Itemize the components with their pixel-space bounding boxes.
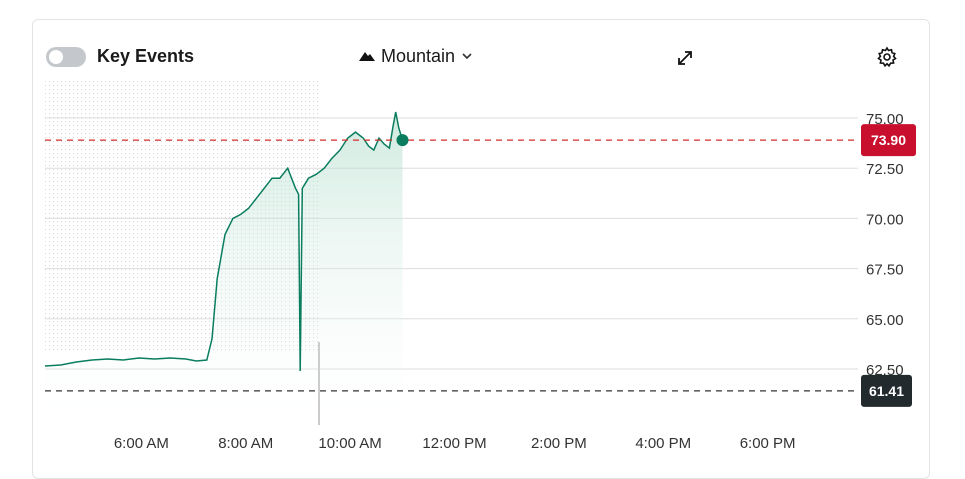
mountain-icon	[359, 50, 375, 62]
x-tick-label: 4:00 PM	[635, 435, 691, 452]
gear-icon	[875, 46, 899, 73]
area-fill	[45, 112, 403, 420]
x-tick-label: 6:00 PM	[740, 435, 796, 452]
chart-type-label: Mountain	[381, 45, 456, 66]
y-tick-label: 62.50	[866, 362, 904, 379]
key-events-toggle[interactable]	[46, 47, 86, 67]
y-tick-label: 72.50	[866, 161, 904, 178]
y-tick-label: 65.00	[866, 312, 904, 329]
chart-toolbar: Key Events Mountain	[33, 20, 929, 92]
current-price-tag: 73.90	[861, 124, 916, 157]
chart-type-dropdown[interactable]: Mountain	[359, 44, 473, 68]
price-chart[interactable]: 75.00 72.50 70.00 67.50 65.00 62.50 6:00 AM 8:…	[0, 0, 965, 466]
current-price-tag-bg	[861, 124, 916, 157]
previous-close-tag-bg	[861, 374, 912, 407]
x-tick-label: 8:00 AM	[218, 435, 273, 452]
chevron-down-icon	[461, 50, 473, 62]
previous-close-label: 61.41	[869, 383, 904, 399]
y-tick-label: 75.00	[866, 111, 904, 128]
key-events-label: Key Events	[97, 46, 195, 66]
toggle-knob	[49, 50, 63, 64]
x-tick-label: 10:00 AM	[318, 435, 381, 452]
x-tick-label: 2:00 PM	[531, 435, 587, 452]
expand-icon	[673, 51, 697, 74]
x-tick-label: 6:00 AM	[114, 435, 169, 452]
y-axis: 75.00 72.50 70.00 67.50 65.00 62.50	[866, 111, 904, 379]
previous-close-tag: 61.41	[861, 374, 912, 407]
x-axis: 6:00 AM 8:00 AM 10:00 AM 12:00 PM 2:00 PM 4:0…	[114, 435, 796, 452]
last-price-dot	[396, 134, 409, 147]
settings-button[interactable]	[875, 45, 899, 69]
y-tick-label: 70.00	[866, 211, 904, 228]
x-tick-label: 12:00 PM	[422, 435, 486, 452]
price-line	[44, 111, 404, 372]
expand-button[interactable]	[673, 46, 697, 70]
y-tick-label: 67.50	[866, 262, 904, 279]
current-price-label: 73.90	[871, 132, 906, 148]
